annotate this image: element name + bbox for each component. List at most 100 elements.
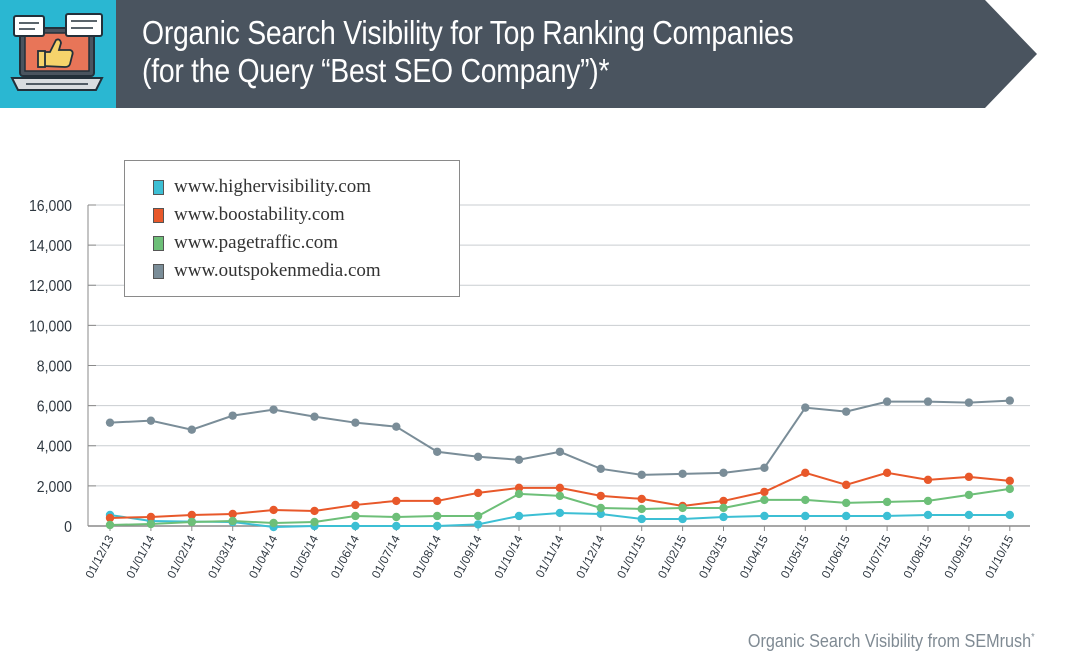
x-axis-ticks: 01/12/13 01/01/14 01/02/14 01/03/14 01/04/14…	[82, 526, 1017, 581]
data-point	[269, 405, 278, 414]
data-point	[187, 425, 196, 434]
data-point	[433, 447, 442, 456]
chart-grid	[87, 204, 1030, 527]
data-point	[719, 503, 728, 513]
data-point	[473, 520, 483, 529]
data-point	[760, 463, 769, 473]
data-point	[433, 511, 442, 521]
x-tick-label: 01/03/14	[205, 533, 239, 581]
data-point	[760, 487, 769, 497]
data-point	[964, 510, 974, 520]
data-point	[351, 521, 360, 531]
data-point	[1005, 484, 1014, 494]
data-point	[351, 511, 360, 521]
y-tick-label: 2,000	[37, 478, 72, 496]
data-point	[351, 418, 360, 427]
data-point	[1005, 476, 1014, 486]
data-point	[228, 509, 237, 519]
legend-swatch	[153, 235, 164, 251]
data-point	[596, 509, 605, 519]
data-point	[473, 488, 483, 498]
series-outspokenmedia	[105, 396, 1014, 480]
data-point	[514, 511, 524, 521]
data-point	[555, 508, 565, 518]
data-point	[719, 468, 728, 478]
x-tick-label: 01/02/15	[655, 533, 689, 581]
x-tick-label: 01/01/14	[123, 533, 157, 581]
x-tick-label: 01/04/14	[246, 533, 280, 581]
data-point	[269, 518, 278, 528]
data-point	[596, 491, 605, 501]
data-point	[719, 512, 728, 522]
y-tick-label: 12,000	[29, 277, 72, 295]
data-point	[882, 397, 892, 406]
laptop-thumbs-up-icon	[10, 13, 104, 91]
x-tick-label: 01/01/15	[614, 533, 648, 581]
data-point	[842, 480, 851, 490]
legend-label: www.boostability.com	[174, 204, 345, 225]
source-text: Organic Search Visibility from SEMrush	[748, 631, 1032, 651]
y-tick-label: 14,000	[29, 237, 72, 255]
x-tick-label: 01/06/15	[819, 533, 853, 581]
data-point	[760, 511, 769, 521]
series-pagetraffic	[105, 484, 1014, 530]
data-point	[923, 475, 933, 485]
data-point	[555, 491, 565, 501]
x-tick-label: 01/06/14	[328, 533, 362, 581]
data-point	[596, 503, 605, 513]
x-tick-label: 01/07/14	[369, 533, 403, 581]
series-boostability	[105, 468, 1014, 523]
data-point	[228, 411, 237, 420]
data-point	[637, 504, 646, 514]
x-tick-label: 01/04/15	[737, 533, 771, 581]
data-point	[514, 489, 524, 499]
x-tick-label: 01/10/15	[982, 533, 1016, 581]
data-point	[596, 464, 605, 474]
data-point	[146, 512, 156, 522]
x-tick-label: 01/02/14	[164, 533, 198, 581]
legend-label: www.pagetraffic.com	[174, 232, 339, 253]
data-point	[882, 511, 892, 521]
data-point	[842, 511, 851, 521]
source-mark: *	[1031, 632, 1035, 643]
legend-label: www.outspokenmedia.com	[174, 260, 381, 281]
y-tick-label: 10,000	[29, 318, 72, 336]
legend-swatch	[153, 263, 164, 279]
data-point	[801, 495, 810, 505]
chart-legend: www.highervisibility.com www.boostabilit…	[124, 160, 460, 297]
data-point	[842, 498, 851, 508]
legend-item-outspokenmedia: www.outspokenmedia.com	[153, 260, 381, 281]
data-point	[473, 452, 483, 461]
data-point	[637, 494, 646, 504]
source-caption: Organic Search Visibility from SEMrush*	[748, 631, 1035, 652]
data-point	[473, 511, 483, 521]
data-point	[555, 447, 565, 456]
y-tick-label: 8,000	[37, 358, 72, 376]
x-tick-label: 01/08/14	[410, 533, 444, 581]
title-line-1: Organic Search Visibility for Top Rankin…	[142, 14, 794, 51]
series-line	[109, 399, 1010, 476]
chart-series	[105, 396, 1014, 532]
legend-item-pagetraffic: www.pagetraffic.com	[153, 232, 339, 253]
x-tick-label: 01/08/15	[900, 533, 934, 581]
banner-arrow-shape	[116, 0, 1037, 108]
data-point	[310, 517, 319, 527]
legend-swatch	[153, 179, 164, 195]
data-point	[964, 490, 974, 500]
data-point	[269, 505, 278, 515]
x-tick-label: 01/05/15	[778, 533, 812, 581]
data-point	[801, 403, 810, 412]
data-point	[392, 521, 401, 531]
data-point	[228, 516, 237, 526]
data-point	[514, 455, 524, 464]
data-point	[678, 514, 687, 524]
x-tick-label: 01/09/15	[941, 533, 975, 581]
data-point	[1005, 396, 1014, 405]
title-line-2: (for the Query “Best SEO Company”)*	[142, 52, 610, 89]
data-point	[392, 422, 401, 431]
legend-swatch	[153, 207, 164, 223]
data-point	[923, 510, 933, 520]
data-point	[105, 520, 115, 530]
x-tick-label: 01/03/15	[696, 533, 730, 581]
y-tick-label: 4,000	[37, 438, 72, 456]
